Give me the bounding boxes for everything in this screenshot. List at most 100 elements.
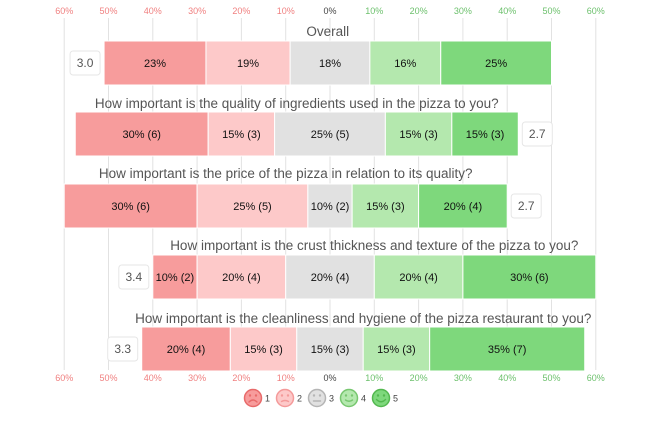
face-mouth	[248, 399, 258, 403]
bar-segment-label: 20% (4)	[444, 201, 483, 213]
question-row: 30% (6) 25% (5) 10% (2) 15% (3) 20% (4) How i…	[63, 166, 542, 229]
face-eye	[350, 394, 354, 397]
legend-label: 2	[297, 394, 302, 404]
legend-label: 4	[361, 394, 366, 404]
top-tick-label: 0%	[323, 6, 336, 16]
happy-face-icon	[339, 388, 359, 408]
score-box	[69, 50, 101, 76]
face-outline	[371, 388, 391, 408]
bar-segment-label: 10% (2)	[311, 201, 350, 213]
bar-segment-rating-3	[289, 40, 371, 86]
bottom-tick-label: 10%	[277, 373, 295, 383]
score-value: 2.7	[518, 199, 535, 213]
face-eye	[312, 394, 316, 397]
question-row: 23% 19% 18% 16% 25% Overall 3.0	[69, 24, 552, 86]
bar-segment-rating-4	[384, 111, 453, 157]
question-title: How important is the price of the pizza …	[99, 166, 473, 181]
face-eye	[280, 394, 284, 397]
top-tick-label: 30%	[188, 6, 206, 16]
face-mouth	[375, 398, 387, 403]
bar-segment-label: 20% (4)	[222, 272, 261, 284]
very-happy-face-icon	[371, 388, 391, 408]
bar-segment-rating-3	[274, 111, 386, 157]
bottom-tick-label: 0%	[323, 373, 336, 383]
score-value: 3.0	[77, 56, 94, 70]
face-eye	[344, 394, 348, 397]
top-tick-label: 50%	[99, 6, 117, 16]
bar-segment-label: 19%	[237, 58, 259, 70]
bar-segment-rating-5	[462, 254, 597, 300]
bar-segment-label: 30% (6)	[122, 129, 161, 141]
bar-segment-label: 15% (3)	[377, 344, 416, 356]
top-tick-label: 50%	[542, 6, 560, 16]
bar-segment-rating-2	[205, 40, 291, 86]
face-eye	[254, 394, 258, 397]
bar-segment-rating-1	[63, 183, 198, 229]
bottom-tick-label: 10%	[365, 373, 383, 383]
bar-segment-label: 25% (5)	[233, 201, 272, 213]
bar-segment-rating-1	[74, 111, 209, 157]
bottom-tick-label: 20%	[410, 373, 428, 383]
bottom-tick-label: 60%	[587, 373, 605, 383]
face-eye	[248, 394, 252, 397]
face-outline	[243, 388, 263, 408]
bottom-tick-label: 60%	[55, 373, 73, 383]
bar-segment-label: 15% (3)	[466, 129, 505, 141]
bar-segment-rating-2	[207, 111, 276, 157]
top-tick-label: 30%	[454, 6, 472, 16]
bottom-tick-label: 30%	[454, 373, 472, 383]
top-tick-label: 20%	[232, 6, 250, 16]
face-mouth	[280, 399, 290, 403]
score-value: 3.4	[125, 270, 142, 284]
score-box	[107, 336, 139, 362]
bottom-tick-label: 40%	[144, 373, 162, 383]
bar-segment-label: 15% (3)	[366, 201, 405, 213]
question-row: 20% (4) 15% (3) 15% (3) 15% (3) 35% (7) How i…	[107, 311, 591, 372]
top-tick-label: 20%	[410, 6, 428, 16]
face-eye	[376, 394, 380, 397]
top-tick-label: 60%	[587, 6, 605, 16]
bottom-tick-label: 50%	[542, 373, 560, 383]
bar-segment-rating-3	[285, 254, 375, 300]
bar-segment-rating-5	[418, 183, 508, 229]
bar-segment-rating-4	[351, 183, 420, 229]
face-outline	[339, 388, 359, 408]
bar-segment-rating-1	[141, 326, 231, 372]
bar-segment-rating-4	[362, 326, 431, 372]
bar-segment-label: 25%	[485, 58, 507, 70]
rating-legend: 1 2 3 4 5	[243, 388, 398, 408]
face-eye	[318, 394, 322, 397]
bar-segment-label: 23%	[144, 58, 166, 70]
bar-segment-rating-5	[451, 111, 519, 157]
top-tick-label: 10%	[365, 6, 383, 16]
neutral-face-icon	[307, 388, 327, 408]
legend-label: 1	[265, 394, 270, 404]
bar-segment-label: 20% (4)	[167, 344, 206, 356]
bottom-tick-label: 40%	[498, 373, 516, 383]
top-tick-label: 10%	[277, 6, 295, 16]
question-row: 10% (2) 20% (4) 20% (4) 20% (4) 30% (6) How i…	[118, 238, 597, 300]
bar-segment-rating-1	[152, 254, 198, 300]
score-value: 2.7	[529, 127, 546, 141]
question-title: How important is the quality of ingredie…	[95, 96, 499, 111]
bottom-tick-label: 30%	[188, 373, 206, 383]
bar-segment-label: 20% (4)	[399, 272, 438, 284]
question-title: How important is the crust thickness and…	[170, 238, 578, 253]
bar-segment-label: 16%	[394, 58, 416, 70]
bar-segment-rating-5	[429, 326, 586, 372]
bar-segment-label: 30% (6)	[111, 201, 150, 213]
bar-segment-rating-4	[369, 40, 442, 86]
face-outline	[275, 388, 295, 408]
face-mouth	[344, 399, 354, 402]
bar-segment-label: 18%	[319, 58, 341, 70]
bar-segment-label: 35% (7)	[488, 344, 527, 356]
bottom-axis-tick-labels: 60% 50% 40% 30% 20% 10% 0% 10% 20% 30% 40% 50% 60%	[55, 373, 605, 383]
question-row: 30% (6) 15% (3) 25% (5) 15% (3) 15% (3) How i…	[74, 96, 553, 157]
bottom-tick-label: 20%	[232, 373, 250, 383]
top-axis-tick-labels: 60% 50% 40% 30% 20% 10% 0% 10% 20% 30% 40% 50% 60%	[55, 6, 605, 16]
bar-segment-rating-3	[296, 326, 364, 372]
bar-segment-label: 15% (3)	[222, 129, 261, 141]
bar-segment-label: 15% (3)	[311, 344, 350, 356]
bar-segment-label: 15% (3)	[399, 129, 438, 141]
